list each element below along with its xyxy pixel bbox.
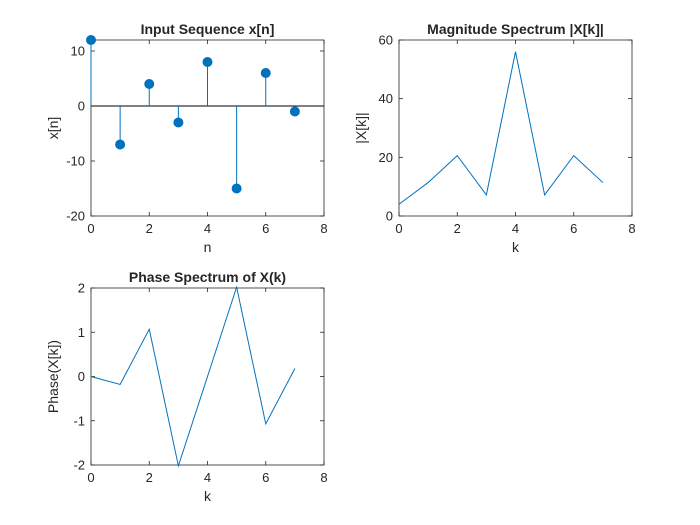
input-sequence-x-tick-label: 4 — [204, 221, 211, 236]
magnitude-spectrum-x-axis-label: k — [512, 239, 520, 255]
input-sequence-stem-marker — [231, 183, 242, 194]
input-sequence-y-tick-label: -20 — [66, 209, 85, 224]
magnitude-spectrum-x-tick-label: 2 — [454, 221, 461, 236]
magnitude-spectrum-x-tick-label: 0 — [395, 221, 402, 236]
input-sequence-stem-marker — [173, 117, 184, 128]
input-sequence-stem-marker — [144, 79, 155, 89]
magnitude-spectrum-y-tick-label: 60 — [379, 33, 393, 48]
phase-spectrum-x-tick-label: 6 — [262, 470, 269, 485]
phase-spectrum-y-axis-label: Phase(X[k]) — [45, 340, 61, 413]
chart-input-sequence: 0 2 4 6 8 -20 -10 0 10 Input Sequence x[n] n x[n] — [45, 21, 328, 255]
input-sequence-stem-marker — [289, 106, 300, 117]
phase-spectrum-y-tick-label: 1 — [78, 325, 85, 340]
input-sequence-x-axis-label: n — [204, 239, 212, 255]
input-sequence-y-tick-label: -10 — [66, 154, 85, 169]
magnitude-spectrum-y-tick-label: 40 — [379, 91, 393, 106]
phase-spectrum-title: Phase Spectrum of X(k) — [129, 269, 286, 285]
phase-spectrum-y-tick-label: 2 — [78, 281, 85, 296]
phase-spectrum-x-tick-label: 8 — [320, 470, 327, 485]
input-sequence-y-tick-label: 10 — [71, 44, 85, 59]
phase-spectrum-y-tick-label: 0 — [78, 369, 85, 384]
magnitude-spectrum-series-line — [398, 51, 604, 205]
magnitude-spectrum-title: Magnitude Spectrum |X[k]| — [427, 21, 604, 37]
magnitude-spectrum-y-axis-label: |X[k]| — [353, 112, 369, 143]
magnitude-spectrum-y-tick-label: 0 — [386, 209, 393, 224]
input-sequence-stem-marker — [86, 35, 96, 45]
chart-magnitude-spectrum: 0 2 4 6 8 0 20 40 60 Magnitude Spectrum |X[k]| k |X… — [353, 21, 636, 255]
magnitude-spectrum-x-tick-label: 4 — [512, 221, 519, 236]
phase-spectrum-y-tick-label: -2 — [73, 458, 85, 473]
phase-spectrum-x-axis-label: k — [204, 488, 212, 504]
magnitude-spectrum-axes-box — [398, 39, 633, 217]
phase-spectrum-x-tick-label: 4 — [204, 470, 211, 485]
input-sequence-y-axis-label: x[n] — [45, 117, 61, 140]
input-sequence-x-tick-label: 0 — [87, 221, 94, 236]
phase-spectrum-x-tick-label: 0 — [87, 470, 94, 485]
input-sequence-x-tick-label: 6 — [262, 221, 269, 236]
input-sequence-y-tick-label: 0 — [78, 99, 85, 114]
input-sequence-x-tick-label: 8 — [320, 221, 327, 236]
input-sequence-stem-marker — [202, 57, 213, 67]
phase-spectrum-y-tick-label: -1 — [73, 413, 85, 428]
magnitude-spectrum-y-tick-label: 20 — [379, 150, 393, 165]
phase-spectrum-series-line — [90, 285, 296, 468]
input-sequence-stem-marker — [260, 68, 271, 78]
input-sequence-title: Input Sequence x[n] — [141, 21, 275, 37]
chart-phase-spectrum: 0 2 4 6 8 -2 -1 0 1 2 Phase Spectrum of X(k) k Phase… — [45, 269, 328, 504]
input-sequence-stem-marker — [115, 139, 126, 150]
magnitude-spectrum-x-tick-label: 8 — [628, 221, 635, 236]
magnitude-spectrum-x-tick-label: 6 — [570, 221, 577, 236]
phase-spectrum-x-tick-label: 2 — [146, 470, 153, 485]
input-sequence-x-tick-label: 2 — [146, 221, 153, 236]
